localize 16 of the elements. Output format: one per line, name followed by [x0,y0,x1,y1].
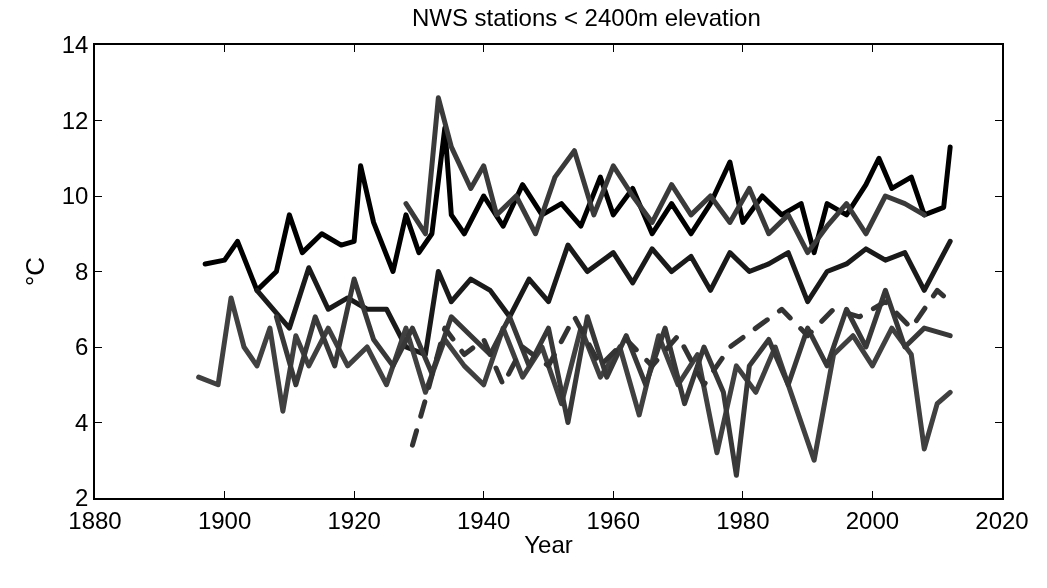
y-tick-label: 8 [75,257,89,285]
y-tick-label: 6 [75,333,89,361]
x-axis-title: Year [524,531,573,559]
chart-title: NWS stations < 2400m elevation [411,3,761,31]
x-tick-label: 2020 [975,506,1029,534]
x-tick-label: 1920 [327,506,381,534]
y-tick-label: 12 [61,106,89,134]
y-axis-title: °C [19,256,50,287]
x-tick-label: 1960 [586,506,640,534]
x-tick-label: 2000 [845,506,900,534]
x-tick-label: 1980 [716,506,770,534]
x-tick-label: 1940 [457,506,511,534]
y-tick-label: 4 [75,408,89,436]
y-tick-label: 10 [61,182,89,210]
x-tick-label: 1900 [197,506,252,534]
y-tick-label: 14 [61,31,89,59]
